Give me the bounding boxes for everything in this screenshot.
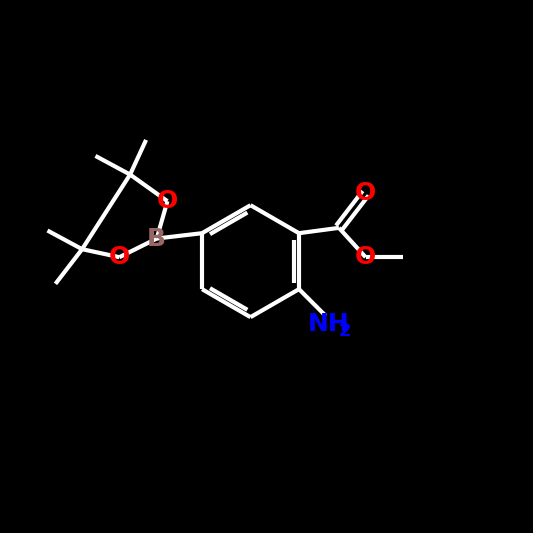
Text: O: O	[355, 181, 376, 205]
Text: B: B	[147, 227, 166, 251]
Text: O: O	[109, 245, 130, 269]
Text: 2: 2	[339, 322, 352, 340]
Text: NH: NH	[308, 312, 349, 336]
Text: O: O	[355, 245, 376, 269]
Text: O: O	[157, 189, 178, 213]
